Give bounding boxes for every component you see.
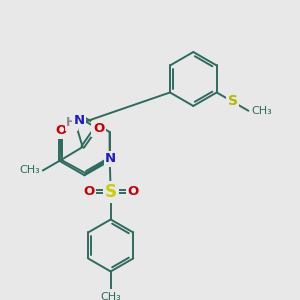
Text: S: S — [228, 94, 238, 108]
Text: O: O — [55, 124, 66, 137]
Text: O: O — [83, 185, 94, 198]
Text: H: H — [66, 116, 76, 129]
Text: O: O — [93, 122, 104, 135]
Text: CH₃: CH₃ — [100, 292, 121, 300]
Text: CH₃: CH₃ — [251, 106, 272, 116]
Text: N: N — [73, 113, 85, 127]
Text: N: N — [105, 152, 116, 165]
Text: S: S — [105, 182, 117, 200]
Text: O: O — [127, 185, 139, 198]
Text: CH₃: CH₃ — [19, 166, 40, 176]
